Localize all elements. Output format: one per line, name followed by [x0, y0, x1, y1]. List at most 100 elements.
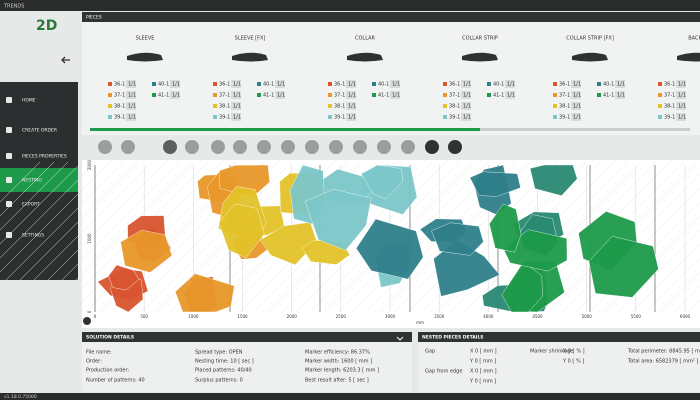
version: v1.18.0.75000	[4, 394, 37, 400]
back-button[interactable]	[61, 56, 70, 64]
detail-text: Marker length: 6203.3 [ mm ]	[305, 368, 379, 374]
toolbar-button[interactable]	[257, 140, 271, 154]
size-label: 36-1	[559, 82, 570, 88]
size-swatch	[108, 93, 112, 97]
sidebar-item[interactable]: PIECES PROPERTIES	[22, 154, 67, 160]
nested-piece[interactable]	[355, 218, 424, 280]
count-box	[615, 91, 625, 99]
hatch-line	[0, 161, 139, 301]
hatch-line	[1, 161, 153, 313]
toolbar-button[interactable]	[121, 140, 135, 154]
size-count: 1/1	[348, 93, 356, 99]
sidebar-icon[interactable]	[6, 97, 12, 103]
toolbar-button[interactable]	[448, 140, 462, 154]
size-count: 1/1	[573, 104, 581, 110]
nested-piece[interactable]	[218, 203, 265, 259]
nested-piece[interactable]	[361, 164, 404, 200]
count-box	[170, 80, 180, 88]
toolbar-button[interactable]	[329, 140, 343, 154]
size-label: 36-1	[449, 82, 460, 88]
hatch-line	[631, 243, 700, 313]
piece-shape	[232, 52, 268, 62]
toolbar-button[interactable]	[353, 140, 367, 154]
sidebar-item[interactable]: EXPORT	[22, 202, 40, 208]
nested-piece[interactable]	[175, 273, 235, 313]
nested-piece[interactable]	[304, 188, 372, 251]
y-tick-label: 2000	[87, 159, 92, 170]
size-label: 39-1	[114, 115, 125, 121]
size-count: 1/1	[128, 104, 136, 110]
size-label: 40-1	[493, 82, 504, 88]
sidebar-item-active	[0, 168, 78, 192]
nested-piece[interactable]	[108, 264, 140, 291]
size-swatch	[213, 82, 217, 86]
size-count: 1/1	[617, 93, 625, 99]
hatch-line	[0, 161, 125, 287]
count-box	[275, 91, 285, 99]
sidebar-icon[interactable]	[6, 201, 12, 207]
toolbar-button[interactable]	[185, 140, 199, 154]
size-label: 37-1	[114, 93, 125, 99]
nested-piece[interactable]	[120, 229, 173, 273]
toolbar-button[interactable]	[233, 140, 247, 154]
size-swatch	[553, 82, 557, 86]
detail-text: Order:	[86, 359, 102, 365]
sidebar-icon[interactable]	[6, 127, 12, 133]
nested-piece[interactable]	[501, 261, 543, 313]
size-count: 1/1	[233, 104, 241, 110]
size-count: 1/1	[507, 82, 515, 88]
size-count: 1/1	[678, 93, 686, 99]
nested-piece[interactable]	[529, 164, 578, 196]
zoom-button[interactable]	[83, 317, 91, 325]
size-count: 1/1	[348, 82, 356, 88]
toolbar-button[interactable]	[163, 140, 177, 154]
detail-value: X 0 [ mm ]	[470, 369, 497, 375]
nested-piece[interactable]	[431, 222, 484, 256]
toolbar-button[interactable]	[281, 140, 295, 154]
size-label: 39-1	[219, 115, 230, 121]
size-count: 1/1	[233, 115, 241, 121]
size-swatch	[443, 115, 447, 119]
size-swatch	[257, 82, 261, 86]
size-swatch	[328, 82, 332, 86]
size-swatch	[553, 115, 557, 119]
toolbar-button[interactable]	[377, 140, 391, 154]
size-label: 40-1	[378, 82, 389, 88]
nested-piece[interactable]	[469, 171, 521, 197]
nested-piece[interactable]	[433, 240, 500, 297]
toolbar-button[interactable]	[305, 140, 319, 154]
size-label: 40-1	[603, 82, 614, 88]
size-count: 1/1	[573, 82, 581, 88]
sidebar-icon[interactable]	[6, 177, 12, 183]
collapse-icon[interactable]	[396, 336, 404, 341]
sidebar-icon[interactable]	[6, 153, 12, 159]
toolbar-button[interactable]	[401, 140, 415, 154]
hatch-line	[645, 257, 700, 313]
sidebar-item[interactable]: HOME	[22, 98, 36, 104]
toolbar-button[interactable]	[98, 140, 112, 154]
nested-header	[418, 332, 700, 342]
y-tick-label: 1000	[87, 233, 92, 244]
pieces-panel	[82, 12, 700, 135]
nested-piece[interactable]	[489, 203, 522, 253]
piece-shape	[127, 52, 163, 62]
sidebar-item[interactable]: SETTINGS	[22, 233, 44, 239]
detail-value: X 0 [ % ]	[563, 349, 585, 355]
size-swatch	[328, 104, 332, 108]
toolbar-button[interactable]	[211, 140, 225, 154]
piece-name: SLEEVE [FX]	[235, 36, 266, 42]
size-count: 1/1	[507, 93, 515, 99]
nested-piece[interactable]	[588, 236, 659, 298]
size-swatch	[658, 93, 662, 97]
toolbar-button[interactable]	[425, 140, 439, 154]
pieces-header	[82, 12, 700, 22]
size-label: 38-1	[114, 104, 125, 110]
size-swatch	[213, 104, 217, 108]
x-tick-label: 3500	[434, 314, 445, 319]
detail-value: Y 0 [ % ]	[562, 359, 584, 365]
hatch-line	[43, 161, 195, 313]
size-swatch	[658, 82, 662, 86]
size-swatch	[372, 82, 376, 86]
sidebar-item[interactable]: NESTING	[22, 178, 43, 184]
sidebar-item[interactable]: CREATE ORDER	[22, 128, 57, 134]
